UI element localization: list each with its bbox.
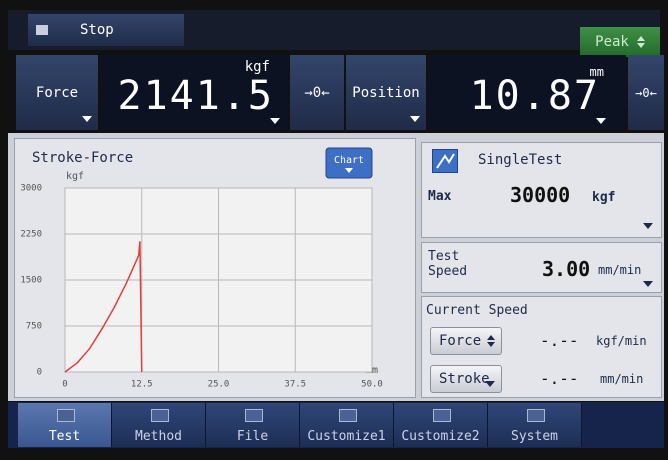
readout-label: Force [36,85,78,101]
stop-button[interactable]: Stop [28,14,184,46]
readout-value: 2141.5 [118,73,275,119]
chart-button-label: Chart [334,155,364,166]
tab[interactable]: Customize2 [394,403,488,447]
zero-button[interactable]: →0← [628,55,664,130]
tab[interactable]: File [206,403,300,447]
current-speed-panel: Current Speed Force -.-- kgf/min Stroke … [421,296,662,398]
stroke-speed-button[interactable]: Stroke [430,365,502,393]
force-speed-button[interactable]: Force [430,327,502,355]
tab-icon [245,409,263,422]
tab[interactable]: Customize1 [300,403,394,447]
speed-label: Test Speed [428,249,488,279]
tab-icon [339,409,357,422]
current-speed-title: Current Speed [426,303,528,318]
max-label: Max [428,189,451,204]
current-speed-value: -.-- [540,369,579,388]
updown-icon [487,335,495,347]
current-speed-unit: kgf/min [596,334,647,348]
chart: Stroke-Force kgf mm Chart 07501500225030… [14,138,416,398]
peak-label: Peak [595,34,629,50]
speed-value: 3.00 [542,257,590,281]
tab-label: File [237,429,268,444]
x-tick-label: 50.0 [361,380,383,390]
tab-label: Customize1 [307,429,385,444]
updown-icon [637,36,645,48]
chart-title: Stroke-Force [32,150,133,166]
readout-value: 10.87 [470,73,600,119]
tab-label: Method [135,429,182,444]
x-tick-label: 0 [62,380,67,390]
y-tick-label: 2250 [20,230,42,240]
x-tick-label: 37.5 [284,380,306,390]
zero-button[interactable]: →0← [290,55,344,130]
tab-icon [57,409,75,422]
tab-label: Test [49,429,80,444]
speed-button-label: Force [439,333,481,349]
stop-icon [36,25,48,35]
y-tick-label: 750 [26,322,42,332]
tab-label: Customize2 [401,429,479,444]
tab-icon [527,409,545,422]
tab-row: Test Method File Customize1 Customize2 System [18,403,658,447]
y-unit: kgf [66,171,84,182]
force-readout-button[interactable]: Force [16,55,98,130]
force-display: kgf 2141.5 [100,55,288,130]
tab-icon [151,409,169,422]
screen: Stop Peak Force kgf 2141.5 →0← Position … [0,0,668,460]
y-tick-label: 0 [37,368,42,378]
tab-label: System [511,429,558,444]
y-tick-label: 3000 [20,184,42,194]
test-icon-graphic [433,150,457,172]
stop-label: Stop [80,22,114,38]
tab[interactable]: Method [112,403,206,447]
x-tick-label: 12.5 [131,380,153,390]
x-tick-label: 25.0 [208,380,230,390]
position-display: mm 10.87 [428,55,626,130]
max-unit: kgf [592,190,615,205]
current-speed-unit: mm/min [600,372,643,386]
test-name: SingleTest [478,152,562,168]
current-speed-value: -.-- [540,331,579,350]
tab[interactable]: System [488,403,582,447]
y-tick-label: 1500 [20,276,42,286]
tab-icon [433,409,451,422]
readout-label: Position [352,85,419,101]
speed-button-label: Stroke [439,371,490,387]
tab[interactable]: Test [18,403,112,447]
test-icon [432,149,458,173]
peak-button[interactable]: Peak [580,27,660,57]
test-panel[interactable]: SingleTest Max 30000 kgf [421,142,662,238]
speed-unit: mm/min [598,263,641,277]
speed-panel[interactable]: Test Speed 3.00 mm/min [421,242,662,293]
position-readout-button[interactable]: Position [346,55,426,130]
max-value: 30000 [510,183,570,207]
